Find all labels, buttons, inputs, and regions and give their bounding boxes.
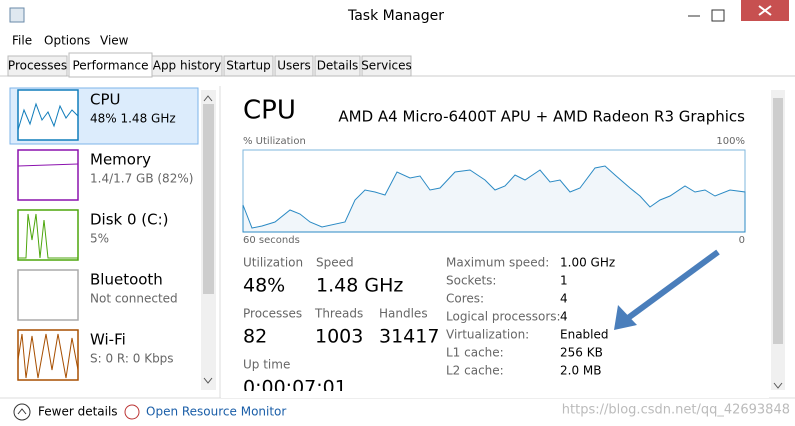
open-resource-monitor[interactable]: Open Resource Monitor [146, 405, 286, 419]
detail-value: 2.0 MB [560, 364, 601, 378]
detail-label: L2 cache: [446, 364, 504, 378]
tab-active[interactable]: Performance [72, 59, 148, 73]
detail-label: Virtualization: [446, 328, 529, 342]
detail-label: Sockets: [446, 274, 496, 288]
stat-label: Processes [243, 307, 302, 321]
detail-value: 256 KB [560, 346, 603, 360]
tab[interactable]: Details [317, 59, 359, 73]
main-scroll-down[interactable] [773, 382, 783, 389]
tab[interactable]: Processes [8, 59, 67, 73]
app-icon [9, 7, 25, 23]
fewer-details-icon[interactable] [13, 403, 31, 421]
sidebar-detail[interactable]: 1.4/1.7 GB (82%) [90, 172, 193, 186]
stat-label: Up time [243, 358, 290, 372]
sidebar-thumb-graph [17, 333, 79, 379]
tab[interactable]: App history [153, 59, 222, 73]
sidebar-detail[interactable]: Not connected [90, 292, 178, 306]
annotation-arrow [626, 249, 720, 321]
maximize-button[interactable] [711, 9, 725, 22]
detail-value: 1.00 GHz [560, 256, 615, 270]
graph-label: % Utilization [243, 136, 306, 147]
detail-label: Cores: [446, 292, 484, 306]
sidebar-thumb[interactable] [17, 89, 79, 141]
window-title: Task Manager [347, 8, 444, 24]
stat-label: Threads [314, 307, 363, 321]
graph-max: 100% [716, 136, 745, 147]
stat-value: 1003 [315, 326, 363, 348]
stat-label: Utilization [243, 256, 303, 270]
watermark: https://blog.csdn.net/qq_42693848 [562, 403, 790, 418]
tab[interactable] [151, 55, 223, 77]
detail-label: Logical processors: [446, 310, 561, 324]
tab[interactable]: Services [361, 59, 412, 73]
sidebar-name[interactable]: Bluetooth [90, 271, 163, 289]
tab[interactable] [274, 55, 314, 77]
sidebar-detail[interactable]: 48% 1.48 GHz [90, 112, 176, 126]
title-bar [0, 0, 795, 32]
stat-label: Speed [316, 256, 354, 270]
tab[interactable]: Startup [226, 59, 271, 73]
sidebar-detail[interactable]: 5% [90, 232, 109, 246]
stat-value: 48% [243, 275, 285, 297]
detail-value: Enabled [560, 328, 609, 342]
detail-value: 4 [560, 292, 568, 306]
sidebar-thumb-graph [17, 163, 79, 167]
sidebar-name[interactable]: Memory [90, 151, 151, 169]
stat-value: 1.48 GHz [316, 275, 403, 297]
stat-value: 82 [243, 326, 267, 348]
graph-time: 60 seconds [243, 235, 300, 246]
sidebar-detail[interactable]: S: 0 R: 0 Kbps [90, 352, 174, 366]
tab[interactable] [223, 55, 274, 77]
detail-label: L1 cache: [446, 346, 504, 360]
sidebar-name[interactable]: CPU [90, 91, 121, 109]
sidebar-name[interactable]: Wi-Fi [90, 331, 126, 349]
sidebar-thumb-graph [17, 102, 79, 131]
annotation-arrowhead [614, 305, 637, 330]
tab[interactable] [361, 55, 412, 77]
stat-label: Handles [379, 307, 428, 321]
sidebar-thumb[interactable] [17, 329, 79, 381]
tab[interactable]: Users [277, 59, 311, 73]
processor-name: AMD A4 Micro-6400T APU + AMD Radeon R3 G… [338, 108, 745, 126]
sidebar-thumb-graph [18, 213, 78, 259]
fewer-details[interactable]: Fewer details [38, 405, 118, 419]
tab[interactable] [7, 55, 68, 77]
sidebar-thumb[interactable] [17, 149, 79, 201]
detail-label: Maximum speed: [446, 256, 549, 270]
scroll-up[interactable] [203, 95, 213, 102]
scroll-down[interactable] [203, 377, 213, 384]
sidebar-name[interactable]: Disk 0 (C:) [90, 211, 169, 229]
content-clip [221, 391, 769, 398]
close-icon [758, 5, 772, 16]
menu-item[interactable]: Options [44, 34, 90, 48]
stat-value: 31417 [379, 326, 439, 348]
detail-value: 4 [560, 310, 568, 324]
sidebar-scroll-thumb[interactable] [203, 104, 214, 294]
graph-min: 0 [739, 235, 745, 246]
menu-item[interactable]: View [100, 34, 129, 48]
detail-value: 1 [560, 274, 568, 288]
main-title: CPU [243, 96, 296, 126]
menu-item[interactable]: File [12, 34, 32, 48]
main-scroll-thumb[interactable] [773, 98, 783, 344]
chevron [17, 408, 27, 415]
sidebar-thumb[interactable] [17, 269, 79, 321]
resource-monitor-icon [124, 404, 140, 420]
cpu-graph-line [242, 165, 746, 233]
tab[interactable] [314, 55, 361, 77]
